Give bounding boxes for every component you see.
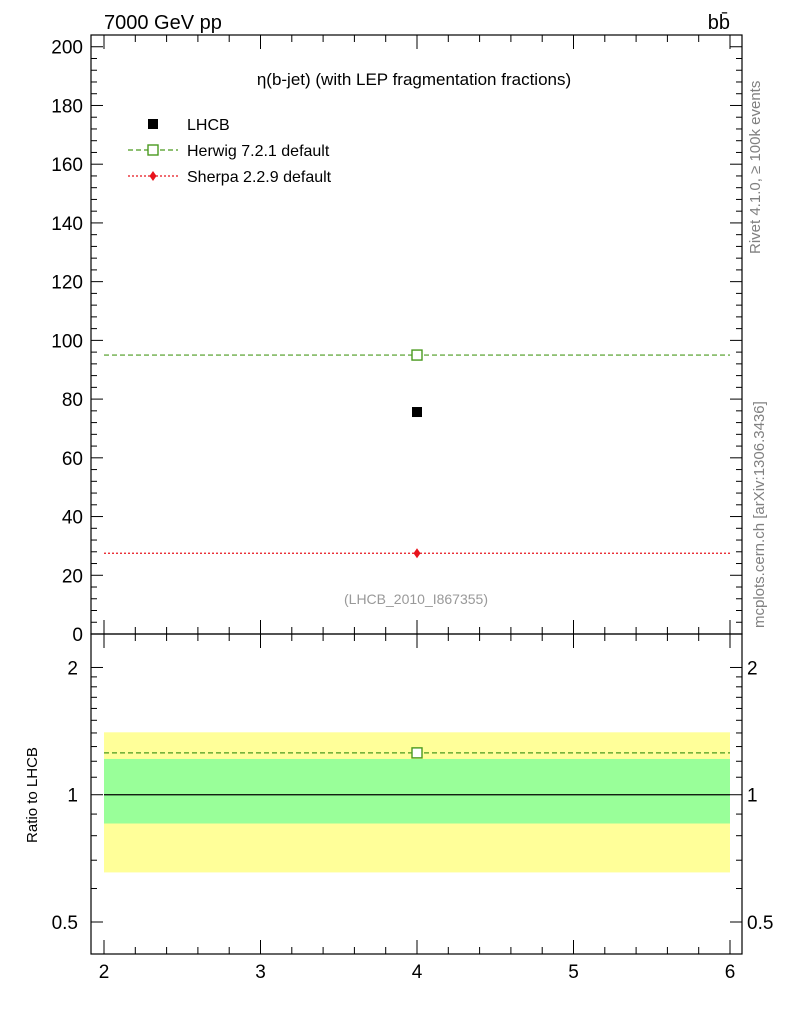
ratio-y-tick-label-right: 1 xyxy=(747,786,758,807)
legend: LHCB Herwig 7.2.1 default Sherpa 2.2.9 def… xyxy=(128,117,332,186)
x-tick-label: 3 xyxy=(255,962,266,983)
ratio-y-tick-label: 0.5 xyxy=(52,913,78,934)
x-tick-label: 4 xyxy=(412,962,423,983)
x-tick-label: 6 xyxy=(725,962,736,983)
main-panel: η(b-jet) (with LEP fragmentation fractio… xyxy=(51,34,743,646)
data-point xyxy=(413,548,421,559)
y-tick-label: 200 xyxy=(51,38,83,59)
series-sherpa-2-2-9-default xyxy=(104,548,730,559)
ratio-series-herwig-7-2-1-default xyxy=(104,747,730,759)
y-tick-label: 60 xyxy=(62,449,83,470)
y-tick-label: 20 xyxy=(62,566,83,587)
main-y-axis: 0 20 40 60 80 100 120 140 160 180 200 xyxy=(51,34,742,646)
series-herwig-7-2-1-default xyxy=(104,349,730,361)
y-tick-label: 0 xyxy=(72,625,83,646)
mcplots-label: mcplots.cern.ch [arXiv:1306.3436] xyxy=(751,401,768,628)
energy-label: 7000 GeV pp xyxy=(104,12,222,34)
legend-marker xyxy=(148,119,158,129)
uncertainty-band xyxy=(104,758,730,824)
legend-label: Sherpa 2.2.9 default xyxy=(187,169,332,186)
data-point xyxy=(411,349,423,361)
y-tick-label: 160 xyxy=(51,155,83,176)
y-tick-label: 120 xyxy=(51,273,83,294)
legend-item: LHCB xyxy=(148,117,230,134)
analysis-watermark: (LHCB_2010_I867355) xyxy=(344,591,488,607)
ratio-y-tick-label-right: 2 xyxy=(747,658,758,679)
y-tick-label: 180 xyxy=(51,96,83,117)
series-lhcb xyxy=(412,407,422,418)
ratio-plot-area xyxy=(104,732,730,873)
main-plot-area xyxy=(104,349,730,559)
legend-item: Herwig 7.2.1 default xyxy=(128,143,330,160)
ratio-y-label: Ratio to LHCB xyxy=(24,747,41,843)
x-tick-label: 2 xyxy=(99,962,110,983)
data-point xyxy=(412,407,422,418)
legend-marker xyxy=(149,171,157,181)
legend-marker xyxy=(147,144,159,156)
ratio-point xyxy=(411,747,423,759)
legend-label: LHCB xyxy=(187,117,230,134)
x-axis: 2 3 4 5 6 xyxy=(99,35,736,983)
legend-label: Herwig 7.2.1 default xyxy=(187,143,330,160)
y-tick-label: 140 xyxy=(51,214,83,235)
y-tick-label: 80 xyxy=(62,390,83,411)
y-tick-label: 40 xyxy=(62,508,83,529)
ratio-frame xyxy=(90,633,743,955)
legend-item: Sherpa 2.2.9 default xyxy=(128,169,332,186)
ratio-y-tick-label: 1 xyxy=(67,786,78,807)
ratio-y-axis: 0.5 0.5 1 1 2 2 xyxy=(52,658,774,934)
process-label: bb̄ xyxy=(708,11,730,34)
ratio-y-tick-label-right: 0.5 xyxy=(747,913,773,934)
ratio-panel: 0.5 0.5 1 1 2 2 2 3 4 5 6 Ratio to LHCB xyxy=(24,35,773,983)
x-tick-label: 5 xyxy=(568,962,579,983)
ratio-y-tick-label: 2 xyxy=(67,658,78,679)
chart-title: η(b-jet) (with LEP fragmentation fractio… xyxy=(257,70,571,89)
rivet-version-label: Rivet 4.1.0, ≥ 100k events xyxy=(747,81,764,254)
y-tick-label: 100 xyxy=(51,331,83,352)
